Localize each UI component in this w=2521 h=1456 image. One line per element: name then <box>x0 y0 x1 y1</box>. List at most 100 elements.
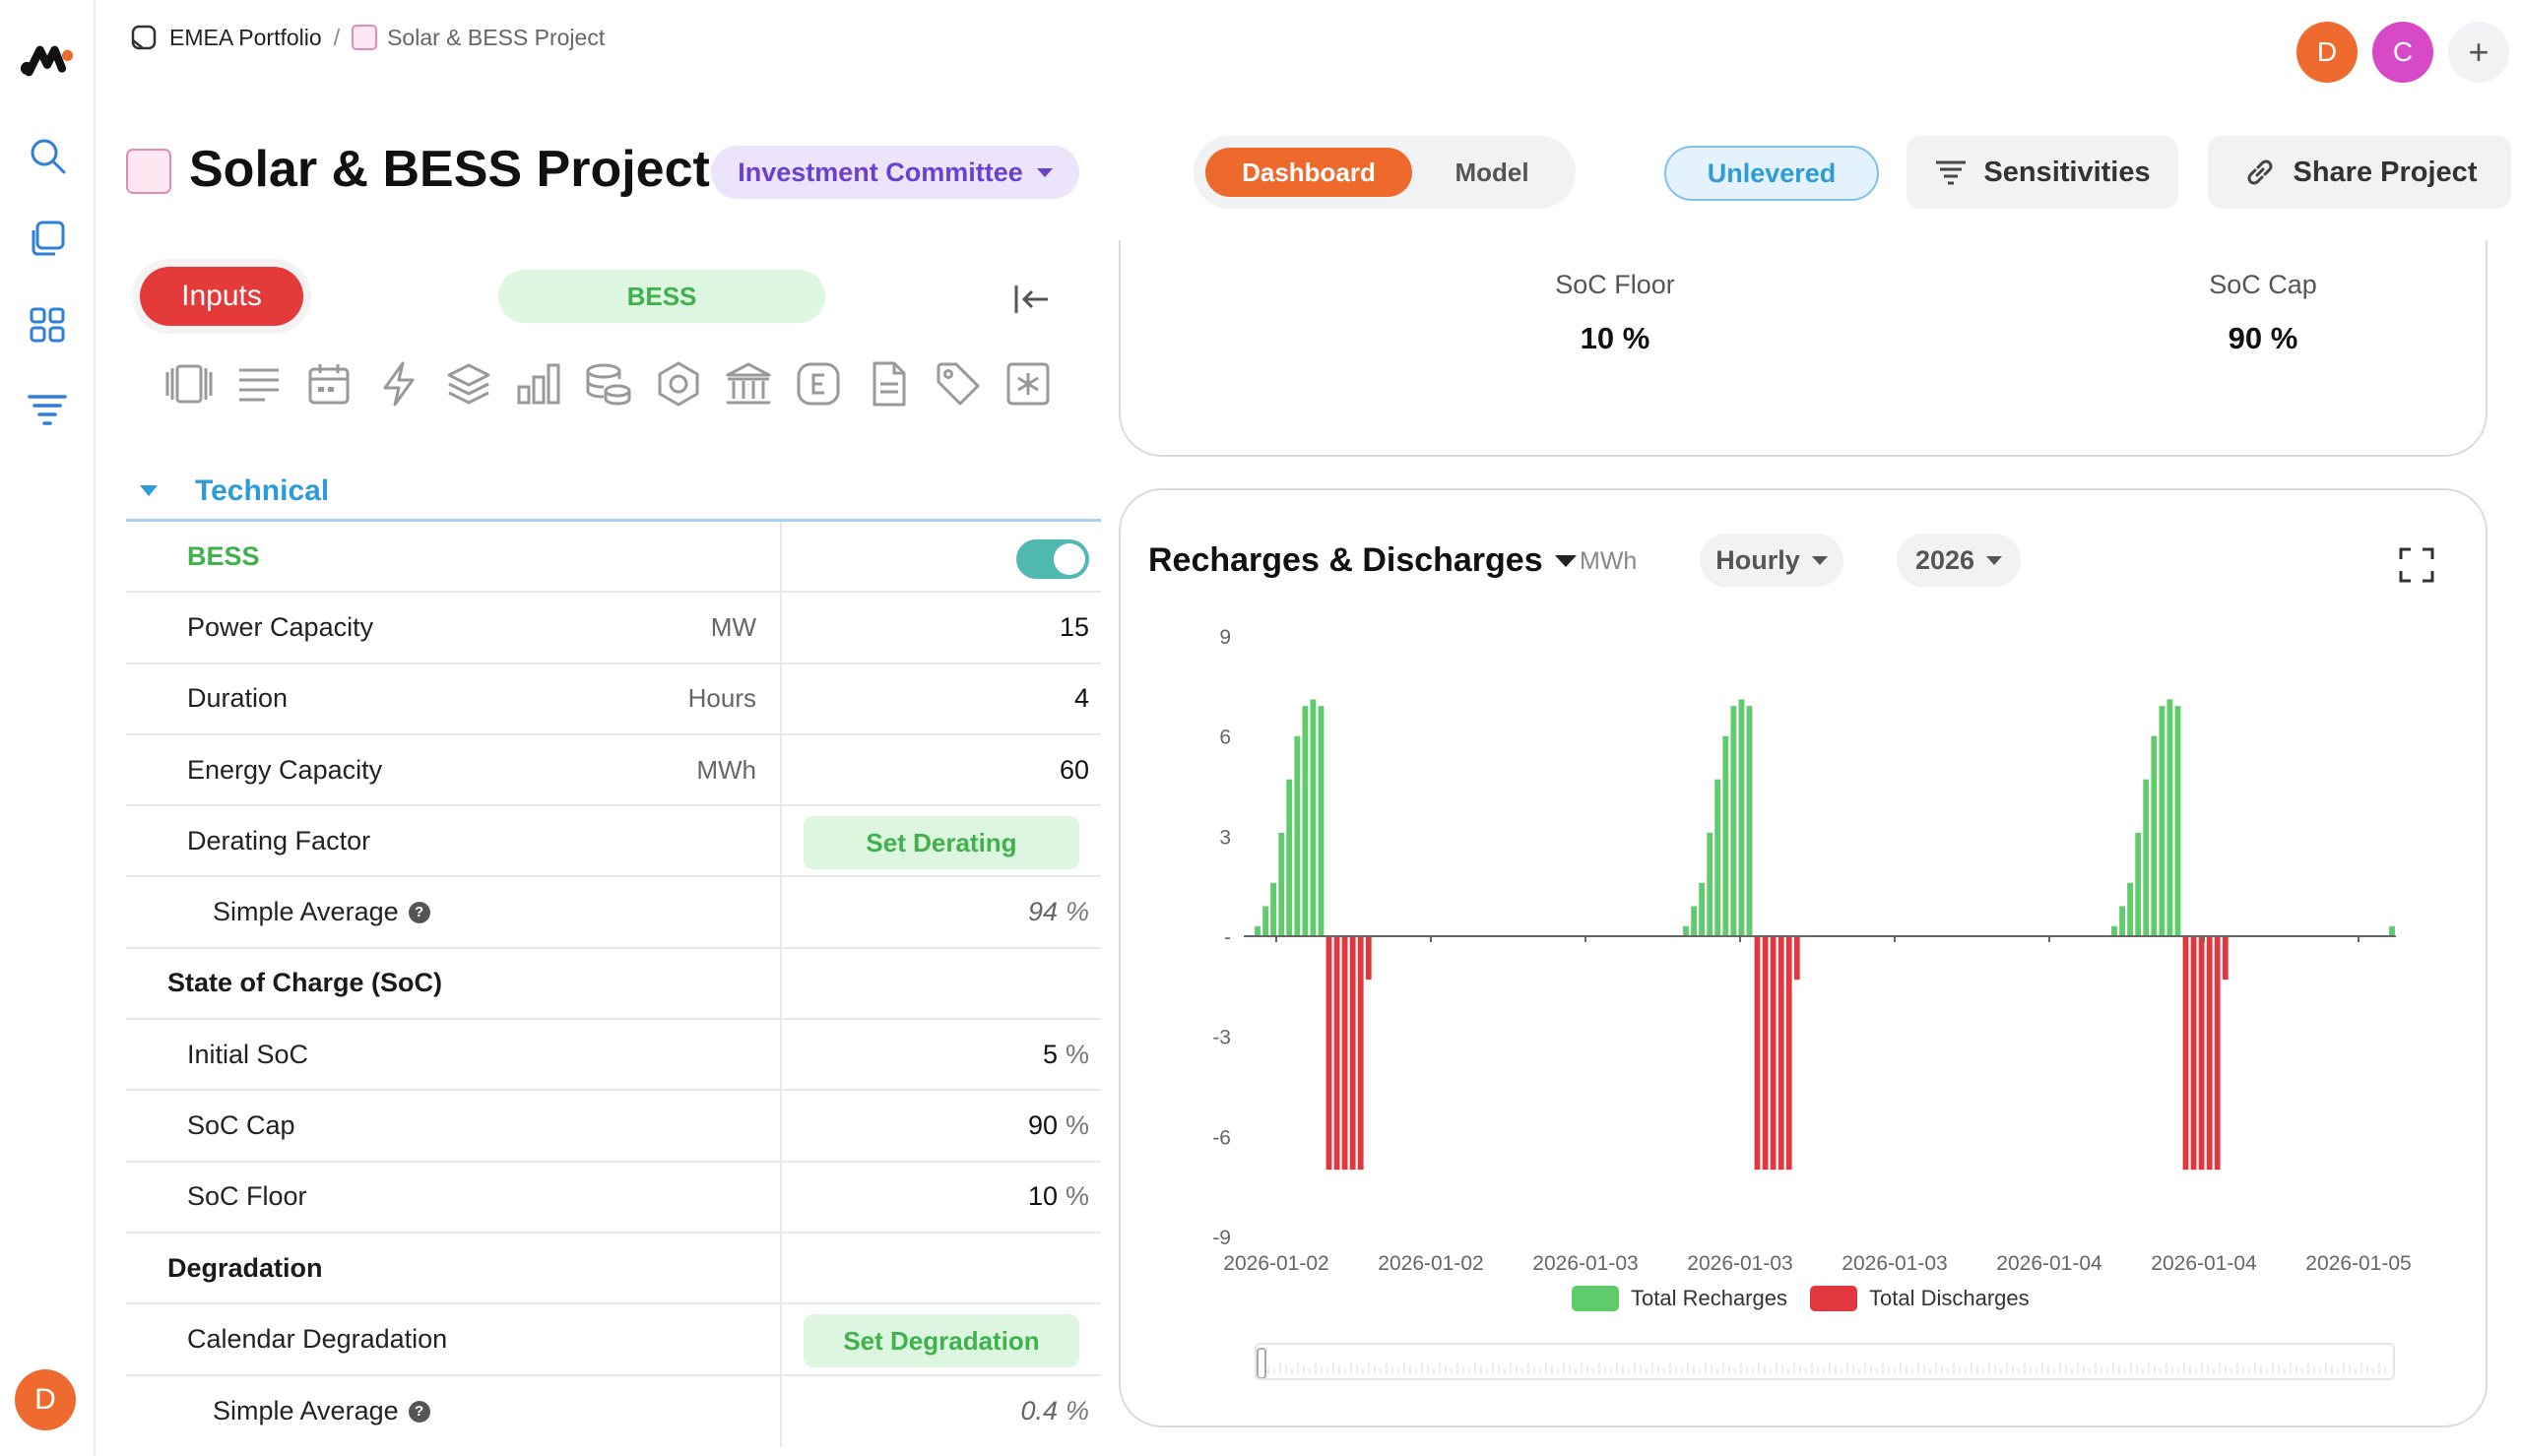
discharge-bar[interactable] <box>1333 936 1340 1171</box>
discharge-bar[interactable] <box>1793 936 1800 981</box>
recharge-bar[interactable] <box>2159 706 2165 936</box>
user-avatar-c[interactable]: C <box>2372 22 2433 83</box>
recharge-bar[interactable] <box>1270 882 1276 936</box>
discharge-bar[interactable] <box>2222 936 2229 981</box>
document-icon[interactable] <box>863 358 914 410</box>
help-icon[interactable]: ? <box>408 901 430 923</box>
discharge-bar[interactable] <box>1341 936 1348 1171</box>
soc-floor-input[interactable]: 10% <box>1027 1181 1089 1212</box>
recharge-bar[interactable] <box>1722 735 1729 936</box>
recharge-bar[interactable] <box>2174 706 2181 936</box>
discharge-bar[interactable] <box>2206 936 2213 1171</box>
discharge-bar[interactable] <box>2182 936 2189 1171</box>
e-badge-icon[interactable] <box>793 358 844 410</box>
user-avatar[interactable]: D <box>15 1369 76 1430</box>
set-degradation-button[interactable]: Set Degradation <box>804 1314 1079 1368</box>
tab-model[interactable]: Model <box>1454 157 1529 187</box>
lightning-icon[interactable] <box>373 358 424 410</box>
discharge-bar[interactable] <box>1778 936 1784 1171</box>
chart-range-slider[interactable] <box>1255 1343 2395 1380</box>
recharge-bar[interactable] <box>1310 699 1317 936</box>
recharge-bar[interactable] <box>2135 832 2142 936</box>
layers-icon[interactable] <box>443 358 494 410</box>
recharge-bar[interactable] <box>2111 925 2117 936</box>
recharge-bar[interactable] <box>1730 706 1737 936</box>
search-icon[interactable] <box>20 128 75 183</box>
recharge-bar[interactable] <box>1302 706 1309 936</box>
recharge-bar[interactable] <box>1707 832 1713 936</box>
share-project-button[interactable]: Share Project <box>2208 136 2511 209</box>
y-tick-label: 6 <box>1219 727 1231 749</box>
app-logo-icon[interactable] <box>20 33 75 89</box>
recharge-bar[interactable] <box>2389 925 2395 936</box>
breadcrumb-project[interactable]: Solar & BESS Project <box>387 24 606 50</box>
discharge-bar[interactable] <box>2214 936 2221 1171</box>
granularity-dropdown[interactable]: Hourly <box>1700 534 1843 587</box>
recharge-bar[interactable] <box>1746 706 1753 936</box>
recharge-bar[interactable] <box>2143 779 2150 936</box>
set-derating-button[interactable]: Set Derating <box>804 816 1079 870</box>
asterisk-box-icon[interactable] <box>1002 358 1054 410</box>
recharge-bar[interactable] <box>1294 735 1301 936</box>
battery-icon[interactable] <box>163 358 215 410</box>
recharge-bar[interactable] <box>1738 699 1745 936</box>
discharge-bar[interactable] <box>1357 936 1364 1171</box>
power-capacity-input[interactable]: 15 <box>1060 593 1089 662</box>
list-icon[interactable] <box>233 358 285 410</box>
recharge-bar[interactable] <box>1699 882 1705 936</box>
legend-discharges[interactable]: Total Discharges <box>1810 1286 2030 1311</box>
grid-icon[interactable] <box>20 297 75 352</box>
discharge-bar[interactable] <box>2190 936 2197 1171</box>
discharge-bar[interactable] <box>1365 936 1372 981</box>
discharge-bar[interactable] <box>1785 936 1792 1171</box>
discharge-bar[interactable] <box>1325 936 1332 1171</box>
tag-icon[interactable] <box>933 358 984 410</box>
recharge-bar[interactable] <box>1278 832 1285 936</box>
bar-chart-icon[interactable] <box>513 358 564 410</box>
recharge-bar[interactable] <box>1318 706 1325 936</box>
recharge-bar[interactable] <box>2166 699 2173 936</box>
section-technical[interactable]: Technical <box>126 463 1101 522</box>
recharge-bar[interactable] <box>1683 925 1689 936</box>
discharge-bar[interactable] <box>1349 936 1356 1171</box>
inputs-button[interactable]: Inputs <box>140 267 303 326</box>
coins-icon[interactable] <box>583 358 634 410</box>
tab-dashboard[interactable]: Dashboard <box>1205 148 1412 197</box>
discharge-bar[interactable] <box>2198 936 2205 1171</box>
collapse-panel-icon[interactable] <box>1010 282 1052 317</box>
calendar-icon[interactable] <box>303 358 355 410</box>
hexagon-nut-icon[interactable] <box>653 358 704 410</box>
recharge-bar[interactable] <box>1691 906 1697 937</box>
bess-context-pill[interactable]: BESS <box>498 270 825 323</box>
soc-cap-input[interactable]: 90% <box>1027 1110 1089 1141</box>
discharge-bar[interactable] <box>1770 936 1777 1171</box>
table-row-bess: BESS <box>126 522 1101 594</box>
sensitivities-button[interactable]: Sensitivities <box>1907 136 2178 209</box>
recharge-bar[interactable] <box>1255 925 1260 936</box>
discharge-bar[interactable] <box>1754 936 1761 1171</box>
copy-icon[interactable] <box>20 211 75 266</box>
year-dropdown[interactable]: 2026 <box>1897 534 2021 587</box>
legend-recharges[interactable]: Total Recharges <box>1572 1286 1787 1311</box>
discharge-bar[interactable] <box>1762 936 1769 1171</box>
recharge-bar[interactable] <box>1262 906 1268 937</box>
duration-input[interactable]: 4 <box>1074 665 1089 733</box>
unlevered-toggle[interactable]: Unlevered <box>1664 146 1879 201</box>
help-icon[interactable]: ? <box>408 1400 430 1423</box>
recharge-bar[interactable] <box>2127 882 2133 936</box>
recharge-bar[interactable] <box>2151 735 2158 936</box>
recharge-bar[interactable] <box>1714 779 1721 936</box>
recharge-bar[interactable] <box>1286 779 1293 936</box>
status-dropdown[interactable]: Investment Committee <box>711 146 1079 199</box>
bank-icon[interactable] <box>723 358 774 410</box>
bess-toggle[interactable] <box>1016 539 1089 579</box>
initial-soc-input[interactable]: 5% <box>1042 1039 1089 1069</box>
chart-metric-dropdown[interactable]: Recharges & Discharges <box>1148 541 1577 580</box>
user-avatar-d[interactable]: D <box>2296 22 2358 83</box>
add-user-button[interactable]: + <box>2448 22 2509 83</box>
group-label: Degradation <box>167 1252 323 1283</box>
recharge-bar[interactable] <box>2119 906 2125 937</box>
filter-icon[interactable] <box>20 382 75 437</box>
breadcrumb-portfolio[interactable]: EMEA Portfolio <box>169 24 322 50</box>
fullscreen-icon[interactable] <box>2397 545 2436 585</box>
